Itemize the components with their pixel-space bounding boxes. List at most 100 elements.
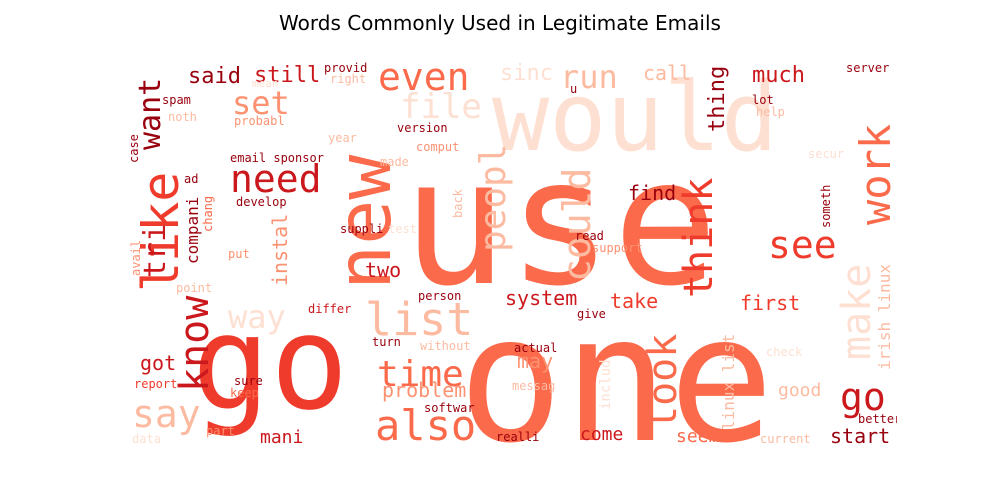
cloud-word-way: way xyxy=(228,298,286,336)
cloud-word-made: made xyxy=(380,155,409,169)
cloud-word-peopl: peopl xyxy=(473,144,514,252)
cloud-word-person: person xyxy=(418,289,461,303)
cloud-word-need: need xyxy=(230,157,322,201)
cloud-word-come: come xyxy=(580,424,623,445)
cloud-word-irish-linux: irish linux xyxy=(875,264,894,370)
cloud-word-without: without xyxy=(420,339,471,353)
cloud-word-go: go xyxy=(840,375,886,419)
cloud-word-get: get xyxy=(184,55,358,62)
cloud-word-set: set xyxy=(232,84,290,122)
cloud-word-got: got xyxy=(140,351,176,375)
cloud-word-think: think xyxy=(676,178,722,298)
cloud-word-messag: messag xyxy=(512,379,555,393)
cloud-word-file: file xyxy=(400,87,482,127)
cloud-word-lot: lot xyxy=(752,93,774,107)
cloud-word-turn: turn xyxy=(372,335,401,349)
cloud-word-noth: noth xyxy=(168,110,197,124)
cloud-word-avail: avail xyxy=(129,240,143,276)
cloud-word-current: current xyxy=(760,432,811,446)
cloud-word-could: could xyxy=(555,168,599,282)
cloud-word-even: even xyxy=(378,55,470,99)
cloud-word-see: see xyxy=(768,223,837,267)
cloud-word-list: list xyxy=(365,293,473,346)
cloud-word-suppli: suppli xyxy=(340,222,383,236)
cloud-word-tri: tri xyxy=(138,224,173,278)
cloud-word-spam: spam xyxy=(162,93,191,107)
cloud-word-like: like xyxy=(132,172,190,292)
cloud-word-u: u xyxy=(570,82,577,96)
cloud-word-compani: compani xyxy=(183,197,202,264)
cloud-word-check: check xyxy=(766,345,803,359)
cloud-word-put: put xyxy=(228,247,250,261)
cloud-word-mani: mani xyxy=(260,427,303,447)
cloud-word-someth: someth xyxy=(819,185,833,228)
cloud-word-also: also xyxy=(375,401,476,447)
cloud-word-case: case xyxy=(127,134,141,163)
cloud-word-version: version xyxy=(397,121,448,135)
cloud-word-realli: realli xyxy=(496,430,539,444)
cloud-word-develop: develop xyxy=(236,195,287,209)
cloud-word-two: two xyxy=(365,258,401,282)
cloud-word-look: look xyxy=(640,334,686,430)
cloud-word-run: run xyxy=(560,58,618,96)
cloud-word-provid: provid xyxy=(324,61,367,75)
cloud-word-year: year xyxy=(328,131,357,145)
cloud-word-call: call xyxy=(643,61,691,85)
cloud-word-instal: instal xyxy=(268,214,292,286)
cloud-word-back: back xyxy=(451,188,465,218)
cloud-word-includ: includ xyxy=(598,359,614,410)
cloud-word-better: better xyxy=(858,412,897,426)
cloud-word-part: part xyxy=(206,424,235,438)
cloud-word-server: server xyxy=(846,61,889,75)
cloud-word-may: may xyxy=(517,349,553,373)
cloud-word-make: make xyxy=(834,264,880,360)
cloud-word-seem: seem xyxy=(676,426,719,447)
cloud-word-linux-list: linux list xyxy=(719,334,738,430)
cloud-word-first: first xyxy=(740,291,800,315)
cloud-word-chang: chang xyxy=(201,196,215,232)
cloud-word-thing: thing xyxy=(705,66,730,132)
cloud-word-problem: problem xyxy=(382,378,466,402)
cloud-word-would: would xyxy=(492,63,778,173)
cloud-word-secur: secur xyxy=(808,147,844,161)
cloud-word-support: support xyxy=(592,241,643,255)
cloud-word-much: much xyxy=(752,63,805,88)
cloud-word-one: one xyxy=(458,279,774,447)
cloud-word-say: say xyxy=(132,392,201,436)
cloud-word-help: help xyxy=(756,105,785,119)
cloud-word-email-sponsor: email sponsor xyxy=(230,151,324,165)
cloud-word-system: system xyxy=(505,286,577,310)
chart-title: Words Commonly Used in Legitimate Emails xyxy=(279,11,721,35)
cloud-word-new: new xyxy=(320,154,408,290)
cloud-word-might: might xyxy=(746,192,782,206)
cloud-word-take: take xyxy=(610,289,658,313)
cloud-word-comput: comput xyxy=(416,140,459,154)
cloud-word-ad: ad xyxy=(184,172,198,186)
cloud-word-test: test xyxy=(388,222,417,236)
cloud-word-actual: actual xyxy=(514,341,557,355)
cloud-word-work: work xyxy=(851,124,897,225)
cloud-word-find: find xyxy=(628,181,676,205)
cloud-word-start: start xyxy=(830,424,890,447)
cloud-word-keep: keep xyxy=(230,386,259,400)
cloud-word-use: use xyxy=(402,122,718,325)
cloud-word-right: right xyxy=(330,72,366,86)
cloud-word-go: go xyxy=(192,287,349,439)
cloud-word-time: time xyxy=(377,354,464,395)
cloud-word-sinc: sinc xyxy=(500,61,553,86)
cloud-word-data: data xyxy=(132,432,161,446)
cloud-word-want: want xyxy=(133,78,168,150)
cloud-word-still: still xyxy=(254,63,320,88)
cloud-word-give: give xyxy=(577,307,606,321)
cloud-word-differ: differ xyxy=(308,302,351,316)
cloud-word-report: report xyxy=(134,377,177,391)
cloud-word-read: read xyxy=(575,229,604,243)
cloud-word-said: said xyxy=(188,64,241,89)
cloud-word-probabl: probabl xyxy=(234,114,285,128)
cloud-word-softwar: softwar xyxy=(424,401,475,415)
cloud-word-know: know xyxy=(172,295,218,392)
cloud-word-good: good xyxy=(778,380,821,401)
cloud-word-mean: mean xyxy=(252,77,279,90)
